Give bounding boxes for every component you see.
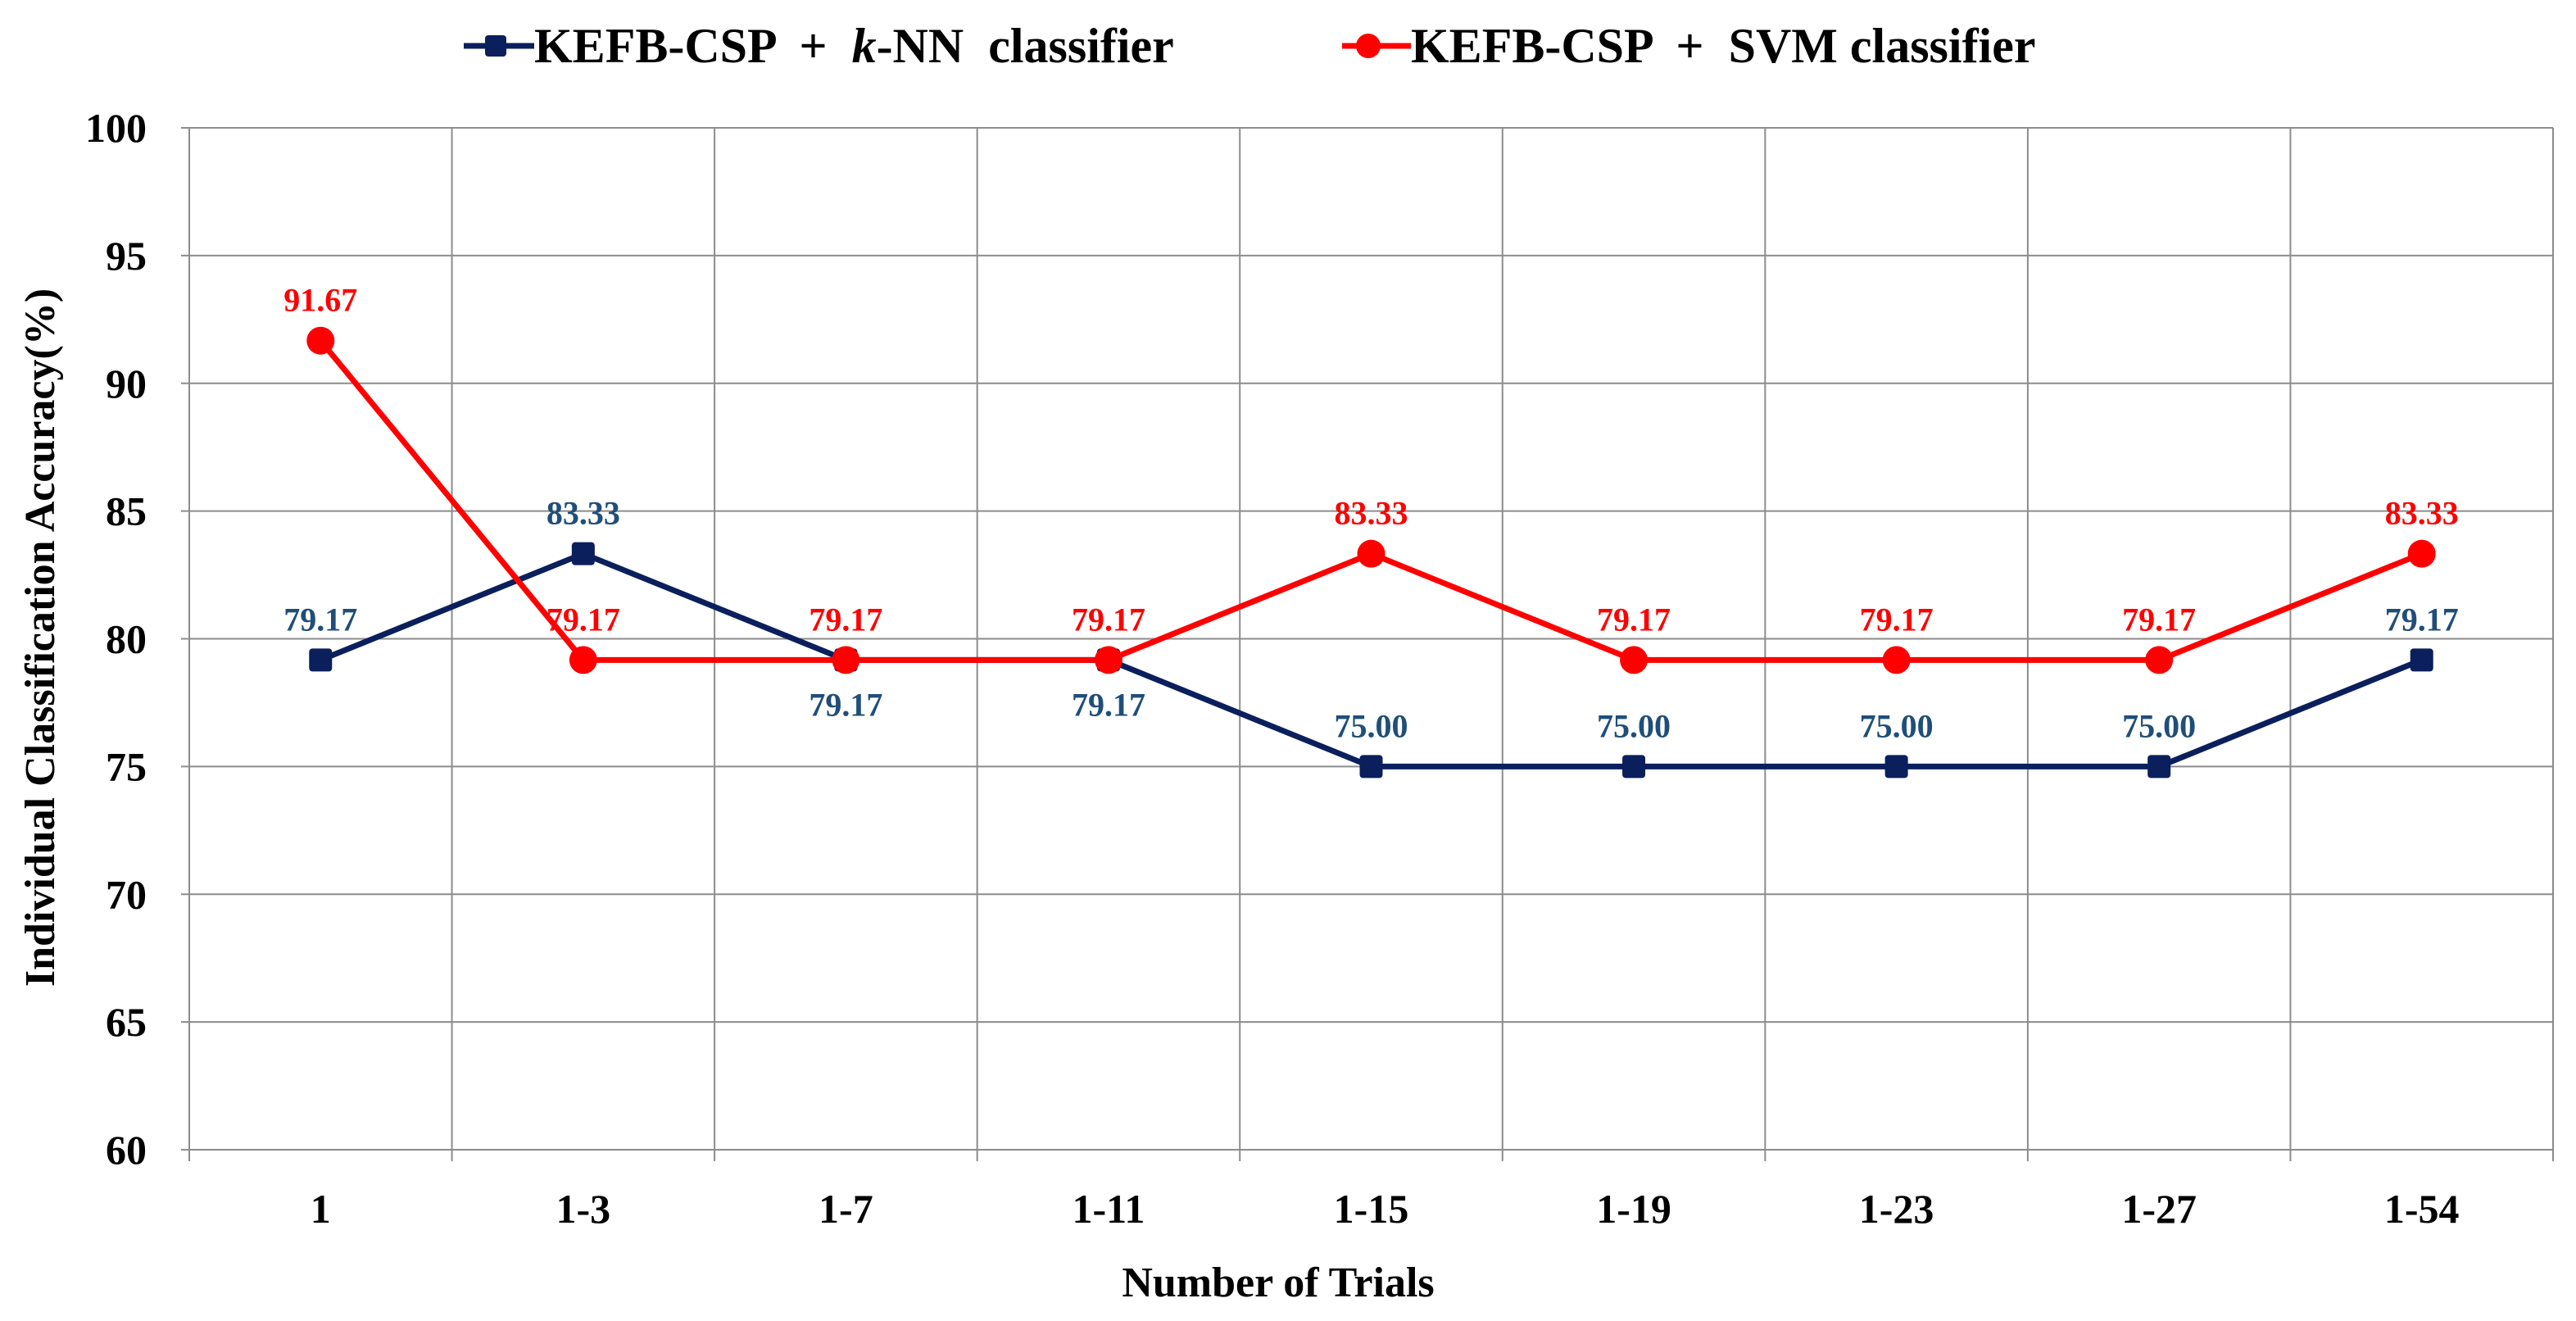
legend-item-svm: KEFB-CSP + SVM classifier	[1342, 19, 2035, 73]
data-label-knn: 79.17	[2385, 601, 2459, 638]
data-label-knn: 79.17	[283, 601, 357, 638]
data-label-svm: 79.17	[546, 601, 620, 638]
data-label-svm: 83.33	[2385, 495, 2459, 532]
legend-label-knn-part-1: KEFB-CSP +	[534, 19, 852, 73]
data-label-knn: 75.00	[1860, 707, 1934, 744]
gridlines	[189, 127, 2553, 1150]
y-tick-label: 100	[85, 105, 147, 151]
x-axis-ticks: 1 1-3 1-7 1-11 1-15 1-19 1-23 1-27 1-54	[311, 1186, 2460, 1232]
data-point-svm	[1357, 539, 1386, 568]
data-point-knn	[571, 542, 595, 565]
y-tick-label: 70	[106, 871, 147, 917]
data-label-knn: 75.00	[1597, 707, 1671, 744]
legend-swatch-svm-marker	[1356, 34, 1381, 58]
legend-label-svm: KEFB-CSP + SVM classifier	[1411, 19, 2035, 73]
y-axis-ticks: 60 65 70 75 80 85 90 95 100	[85, 105, 147, 1173]
data-point-knn	[1359, 755, 1383, 779]
y-tick-label: 90	[106, 361, 147, 406]
data-point-svm	[1094, 646, 1122, 674]
data-point-knn	[1622, 755, 1646, 779]
x-axis-title: Number of Trials	[1122, 1260, 1434, 1306]
x-tick-label: 1-54	[2384, 1186, 2460, 1232]
data-label-knn: 79.17	[1072, 686, 1145, 723]
data-label-knn: 75.00	[1335, 707, 1408, 744]
legend-item-knn: KEFB-CSP + k-NN classifier	[464, 19, 1174, 73]
data-point-knn	[1884, 755, 1908, 779]
x-tick-label: 1-3	[556, 1186, 611, 1232]
data-label-svm: 91.67	[283, 282, 357, 319]
x-tick-label: 1-27	[2121, 1186, 2197, 1232]
legend-label-knn-part-3: -NN classifier	[877, 19, 1174, 73]
legend-swatch-knn-marker	[485, 35, 506, 57]
x-tick-label: 1	[311, 1186, 331, 1232]
data-point-knn	[2410, 648, 2433, 672]
y-tick-label: 60	[106, 1127, 147, 1173]
legend-label-knn: KEFB-CSP + k-NN classifier	[534, 19, 1174, 73]
y-tick-label: 65	[106, 999, 147, 1045]
legend: KEFB-CSP + k-NN classifier KEFB-CSP + SV…	[464, 19, 2035, 73]
data-point-svm	[1620, 646, 1649, 674]
data-labels: 79.17 83.33 79.17 79.17 75.00 75.00 75.00 75.00…	[283, 282, 2458, 745]
data-point-knn	[2147, 755, 2171, 779]
legend-label-knn-part-2: k	[852, 19, 877, 73]
data-point-svm	[1882, 646, 1911, 674]
x-tick-label: 1-11	[1072, 1186, 1145, 1232]
data-label-svm: 79.17	[1860, 601, 1934, 638]
x-tick-label: 1-7	[819, 1186, 873, 1232]
y-tick-label: 95	[106, 233, 147, 279]
y-tick-label: 85	[106, 488, 147, 534]
data-point-svm	[569, 646, 597, 674]
axes	[181, 127, 2554, 1161]
x-tick-label: 1-15	[1334, 1186, 1409, 1232]
data-label-svm: 83.33	[1335, 495, 1408, 532]
data-point-svm	[306, 326, 335, 355]
x-tick-label: 1-19	[1596, 1186, 1671, 1232]
data-point-svm	[832, 646, 860, 674]
data-label-svm: 79.17	[809, 601, 882, 638]
data-label-knn: 75.00	[2122, 707, 2196, 744]
data-label-svm: 79.17	[2122, 601, 2196, 638]
y-tick-label: 80	[106, 616, 147, 662]
y-axis-title: Individual Classification Accuracy(%)	[17, 288, 64, 987]
x-tick-label: 1-23	[1859, 1186, 1934, 1232]
data-point-svm	[2407, 539, 2436, 568]
series	[306, 326, 2436, 779]
data-label-knn: 83.33	[546, 495, 620, 532]
data-label-svm: 79.17	[1597, 601, 1671, 638]
data-point-knn	[309, 648, 333, 672]
y-tick-label: 75	[106, 743, 147, 789]
legend-label-svm-part-1: KEFB-CSP + SVM classifier	[1411, 19, 2035, 73]
data-label-knn: 79.17	[809, 686, 882, 723]
data-point-svm	[2145, 646, 2174, 674]
data-label-svm: 79.17	[1072, 601, 1145, 638]
